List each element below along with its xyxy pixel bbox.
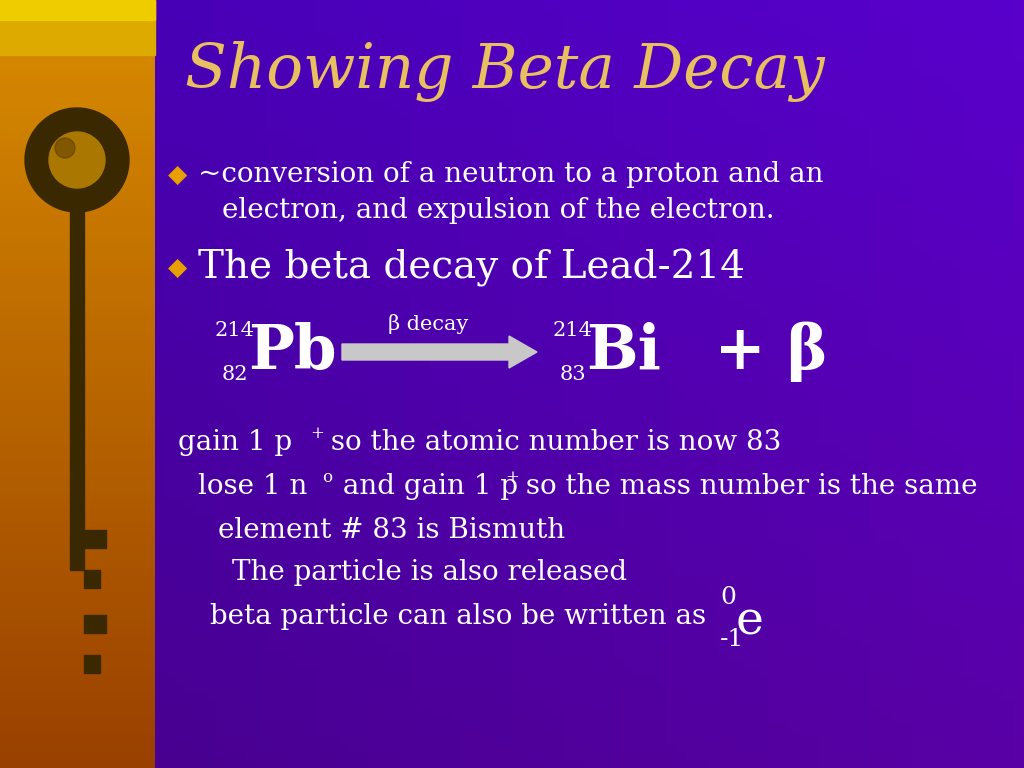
Bar [70, 200, 84, 570]
Text: electron, and expulsion of the electron.: electron, and expulsion of the electron. [222, 197, 774, 223]
Text: 83: 83 [560, 365, 587, 383]
Text: e: e [736, 599, 764, 644]
Circle shape [25, 108, 129, 212]
Text: + β: + β [672, 322, 827, 382]
Text: gain 1 p: gain 1 p [178, 429, 292, 456]
Text: element # 83 is Bismuth: element # 83 is Bismuth [218, 518, 565, 545]
Text: 0: 0 [720, 585, 736, 608]
Circle shape [55, 138, 75, 158]
Text: 214: 214 [553, 320, 593, 339]
Text: Bi: Bi [586, 322, 660, 382]
Text: 82: 82 [222, 365, 249, 383]
Text: and gain 1 p: and gain 1 p [334, 474, 518, 501]
Text: β decay: β decay [388, 314, 468, 334]
Text: +: + [505, 468, 519, 485]
Text: lose 1 n: lose 1 n [198, 474, 307, 501]
Bar [84, 615, 106, 633]
Bar [84, 655, 100, 673]
Bar [0, 0, 155, 55]
Text: +: + [310, 425, 324, 442]
Bar [0, 0, 155, 20]
Bar [84, 570, 100, 588]
Text: ◆: ◆ [168, 256, 187, 280]
Text: Showing Beta Decay: Showing Beta Decay [185, 41, 824, 102]
Text: The particle is also released: The particle is also released [232, 560, 627, 587]
Text: Pb: Pb [248, 322, 337, 382]
Text: ~conversion of a neutron to a proton and an: ~conversion of a neutron to a proton and… [198, 161, 823, 188]
Text: so the atomic number is now 83: so the atomic number is now 83 [322, 429, 781, 456]
Bar [84, 530, 106, 548]
Text: ◆: ◆ [168, 163, 187, 187]
Text: beta particle can also be written as: beta particle can also be written as [210, 604, 707, 631]
Text: -1: -1 [720, 627, 744, 650]
Text: so the mass number is the same: so the mass number is the same [517, 474, 978, 501]
Text: 214: 214 [215, 320, 255, 339]
Text: o: o [322, 468, 332, 485]
Circle shape [49, 132, 105, 188]
Text: The beta decay of Lead-214: The beta decay of Lead-214 [198, 249, 745, 287]
FancyArrow shape [342, 336, 537, 368]
